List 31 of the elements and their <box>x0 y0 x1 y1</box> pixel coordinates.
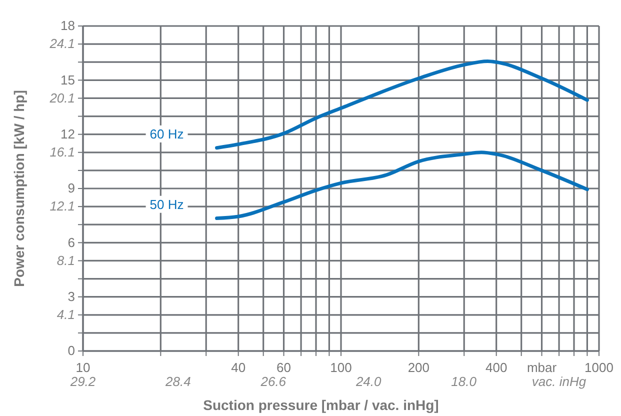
y-tick-label: 9 <box>68 180 75 196</box>
y-tick-label: 12 <box>60 126 75 142</box>
text: 18.0 <box>451 374 478 389</box>
y2-tick-label: 4.1 <box>56 307 75 322</box>
x-axis-title: Suction pressure [mbar / vac. inHg] <box>203 397 439 413</box>
text: 50 Hz <box>150 196 184 212</box>
y2-tick-label: 16.1 <box>50 144 75 160</box>
y2-tick-label: 8.1 <box>56 252 75 268</box>
y-tick-label: 6 <box>68 234 75 250</box>
x-tick-label: mbar <box>526 360 558 375</box>
text: 24.0 <box>354 374 382 389</box>
text: 28.4 <box>164 374 191 389</box>
text: 29.2 <box>69 374 96 389</box>
y-tick-label: 15 <box>60 72 75 88</box>
y2-tick-label: 24.1 <box>48 36 75 52</box>
y-tick-label: 0 <box>68 343 75 358</box>
x-tick-label: 400 <box>485 360 508 375</box>
x-tick-label: 100 <box>330 360 352 375</box>
x-tick-label: 60 <box>276 360 291 375</box>
x-tick-label: 200 <box>408 360 430 375</box>
y2-tick-label: 12.1 <box>50 198 75 214</box>
text: 60 Hz <box>150 126 184 142</box>
x-tick-label: 1000 <box>584 360 614 375</box>
y2-axis-title: Power consumption [kW / hp] <box>11 90 27 287</box>
y-tick-label: 18 <box>60 18 75 34</box>
x-tick-label: 40 <box>231 360 246 375</box>
text: vac. inHg <box>532 374 587 389</box>
y-tick-label: 3 <box>68 288 75 304</box>
x-tick-label: 10 <box>76 360 90 375</box>
y2-tick-label: 20.1 <box>48 90 75 106</box>
text: 26.6 <box>260 374 287 389</box>
